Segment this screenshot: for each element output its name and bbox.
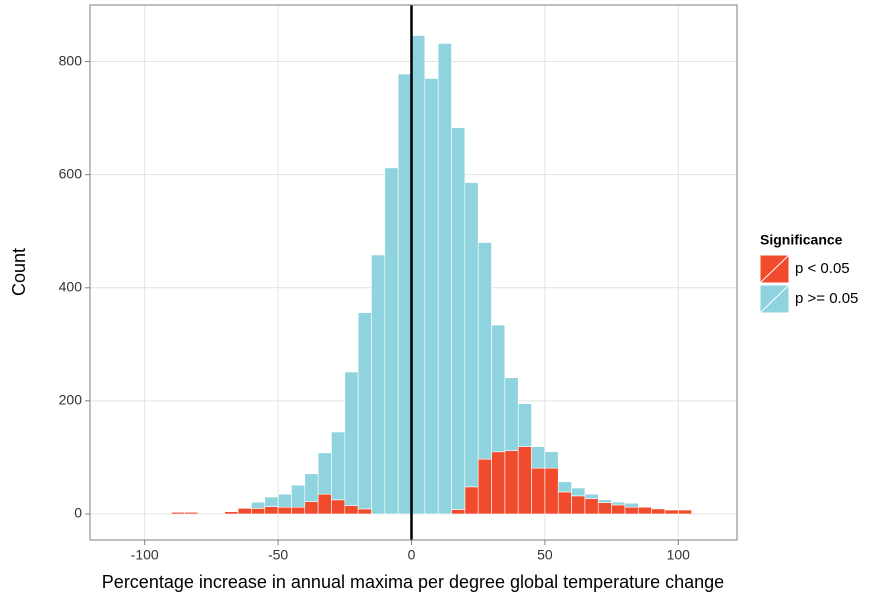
- legend-key-slash: [759, 284, 790, 314]
- panel-border: [89, 4, 738, 541]
- bar: [584, 493, 599, 500]
- bar: [371, 254, 386, 515]
- legend-title: Significance: [760, 232, 843, 248]
- bar: [651, 508, 666, 515]
- bar: [637, 506, 652, 515]
- bar: [344, 371, 359, 506]
- y-tick-label: 600: [59, 165, 83, 181]
- bar: [317, 493, 332, 515]
- x-axis-title: Percentage increase in annual maxima per…: [102, 572, 724, 592]
- bar: [451, 509, 466, 515]
- bar: [411, 35, 426, 515]
- x-tick-label: 100: [667, 547, 691, 563]
- bar: [531, 467, 546, 515]
- bar: [224, 511, 239, 515]
- x-tick-label: -50: [268, 547, 288, 563]
- legend-label: p < 0.05: [795, 260, 850, 277]
- x-tick-label: -100: [131, 547, 159, 563]
- bar: [611, 504, 626, 515]
- bar: [491, 451, 506, 515]
- legend-label: p >= 0.05: [795, 290, 858, 307]
- bar: [664, 509, 679, 515]
- bar: [304, 473, 319, 502]
- bar: [184, 511, 199, 515]
- bar: [344, 505, 359, 515]
- bar: [291, 484, 306, 508]
- bar: [477, 242, 492, 460]
- bar: [504, 450, 519, 515]
- bar: [277, 506, 292, 515]
- bar: [531, 446, 546, 469]
- bar: [477, 458, 492, 515]
- bar: [624, 506, 639, 515]
- x-tick-label: 0: [408, 547, 416, 563]
- bar: [171, 511, 186, 515]
- bar: [464, 182, 479, 488]
- y-tick-label: 0: [74, 505, 82, 521]
- y-axis-title: Count: [9, 248, 29, 296]
- bar: [357, 312, 372, 510]
- bar: [424, 78, 439, 515]
- bar: [264, 496, 279, 507]
- y-tick-label: 200: [59, 392, 83, 408]
- bar: [517, 446, 532, 515]
- bar: [611, 501, 626, 506]
- bar: [544, 467, 559, 515]
- bar: [624, 502, 639, 508]
- bar: [331, 499, 346, 515]
- bar: [291, 506, 306, 515]
- bar: [451, 127, 466, 510]
- bar: [237, 508, 252, 515]
- bar: [251, 501, 266, 509]
- bar: [331, 431, 346, 501]
- bar: [317, 452, 332, 495]
- y-tick-label: 800: [59, 52, 83, 68]
- bar: [437, 43, 452, 515]
- bar: [264, 506, 279, 515]
- bar: [544, 451, 559, 469]
- bar: [491, 324, 506, 453]
- x-tick-label: 50: [537, 547, 553, 563]
- bar: [597, 499, 612, 503]
- bar: [277, 493, 292, 508]
- bar: [517, 403, 532, 447]
- bar: [504, 377, 519, 451]
- bar: [557, 491, 572, 515]
- bar: [357, 508, 372, 515]
- bar: [384, 167, 399, 515]
- bar: [464, 486, 479, 515]
- bar: [597, 502, 612, 515]
- bar: [571, 487, 586, 497]
- y-tick-label: 400: [59, 278, 83, 294]
- bar: [571, 495, 586, 515]
- legend-key-slash: [759, 254, 790, 284]
- bar: [557, 481, 572, 493]
- bar: [584, 498, 599, 515]
- bar: [678, 509, 692, 515]
- bar: [397, 73, 412, 515]
- bar: [251, 508, 266, 515]
- bar: [304, 501, 319, 515]
